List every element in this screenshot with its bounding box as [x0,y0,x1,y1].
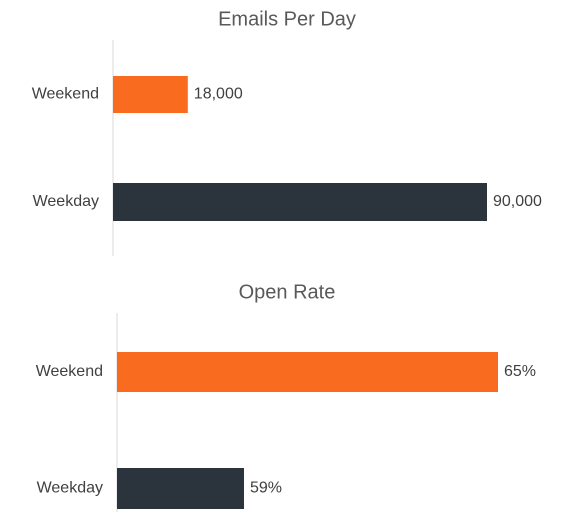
value-label: 65% [504,363,536,380]
category-label: Weekend [36,363,103,380]
bar [117,352,498,392]
value-label: 90,000 [493,193,542,210]
chart-title: Open Rate [239,281,336,303]
value-label: 59% [250,480,282,497]
bar [113,76,188,113]
chart-title: Emails Per Day [218,8,356,30]
bar [113,183,487,221]
value-label: 18,000 [194,86,243,103]
category-label: Weekend [32,86,99,103]
category-label: Weekday [33,193,99,210]
bar [117,468,244,509]
category-label: Weekday [37,480,103,497]
